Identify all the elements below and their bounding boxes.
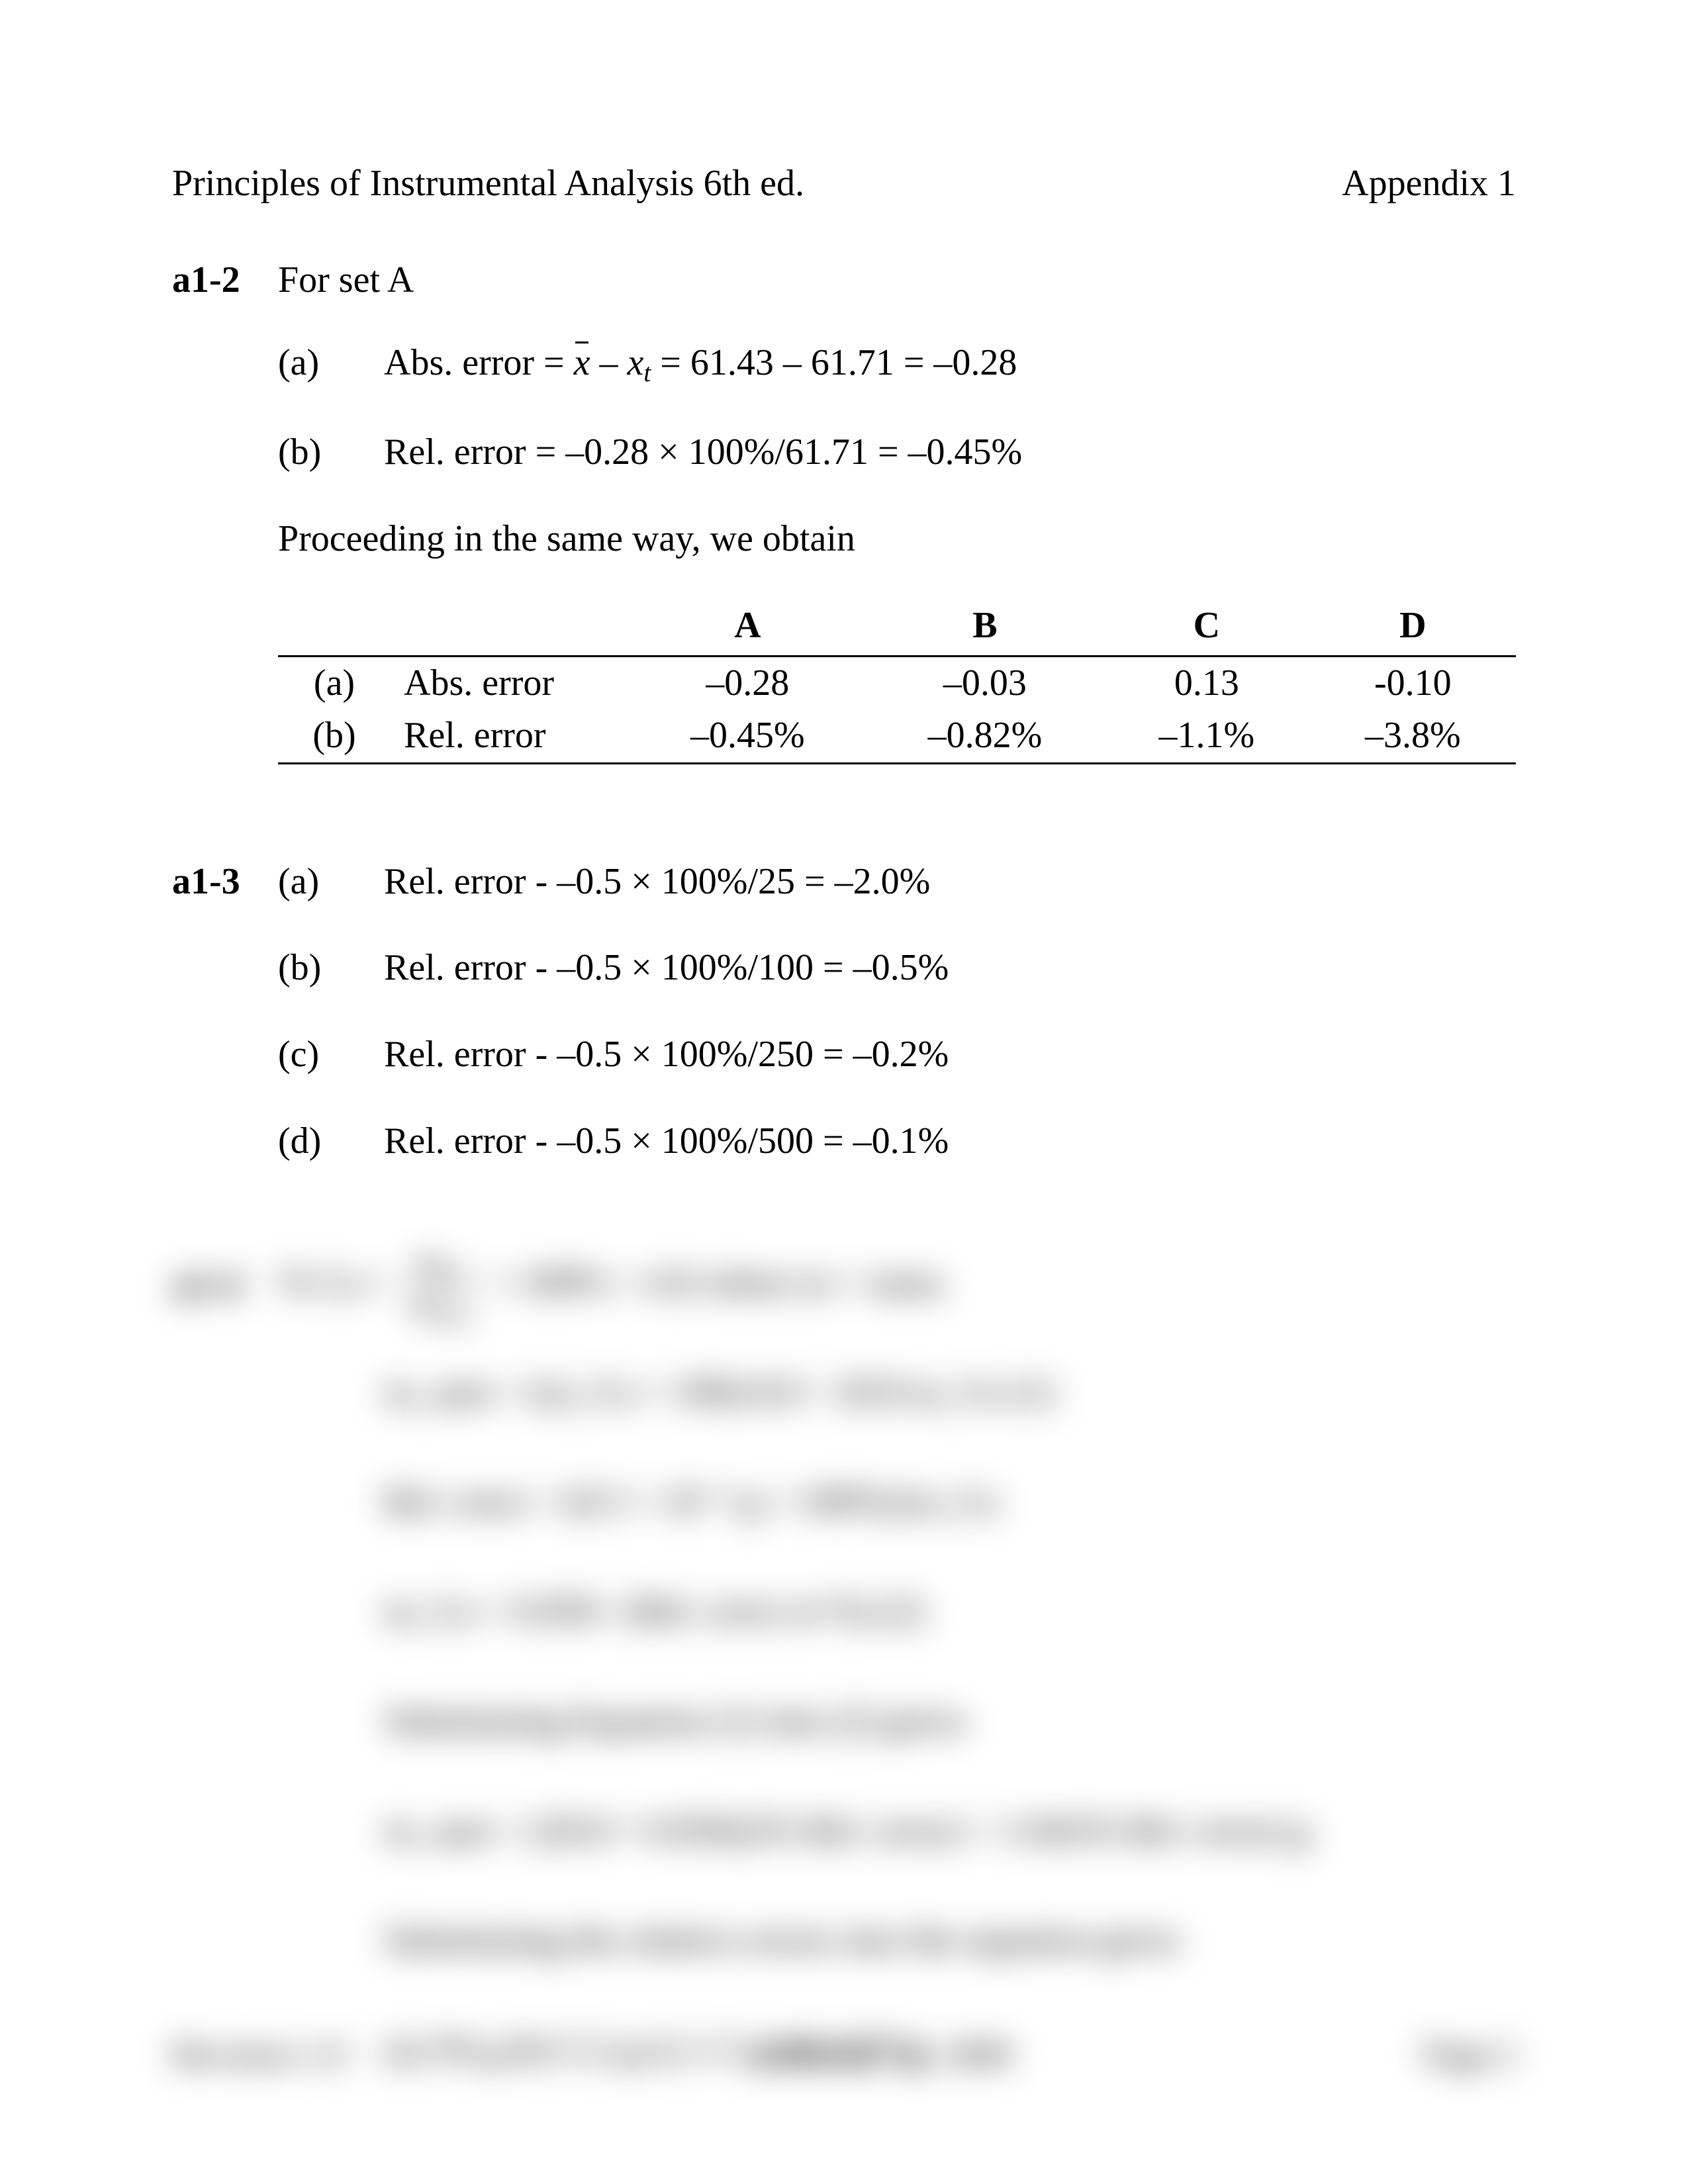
table-cell: -0.10 [1310, 656, 1516, 709]
table-header: B [867, 597, 1104, 656]
table-header: D [1310, 597, 1516, 656]
problem-body: For set A (a) Abs. error = x – xt = 61.4… [278, 255, 1516, 831]
table-cell: (b) [278, 709, 391, 763]
table-cell: –1.1% [1103, 709, 1309, 763]
table-row: (a) Abs. error –0.28 –0.03 0.13 -0.10 [278, 656, 1516, 709]
fraction: mCu msam [405, 1244, 477, 1328]
blur-line: m_sam = (m_Cu × 100)/4.8 = 20.8 m_Cu (1) [384, 1367, 1516, 1418]
a1-3-d: (d) Rel. error - –0.5 × 100%/500 = –0.1% [278, 1116, 1516, 1167]
table-cell: –0.28 [629, 656, 867, 709]
table-cell: Rel. error [391, 709, 629, 763]
sub-body: Rel. error - –0.5 × 100%/25 = –2.0% [384, 857, 1516, 907]
x-t-symbol: xt [627, 342, 651, 383]
footer-left: Revision 1.0 [172, 2032, 346, 2078]
sub-body: Abs. error = x – xt = 61.43 – 61.71 = –0… [384, 338, 1516, 391]
footer-center: February 12, 2008 [758, 2032, 1011, 2078]
table-cell: –0.82% [867, 709, 1104, 763]
abs-error-prefix: Abs. error = [384, 342, 574, 383]
a1-4-head: % Cu = mCu msam × 100% = 4.8 where m = m… [278, 1244, 945, 1328]
minus-sign: – [599, 342, 627, 383]
proceeding-text: Proceeding in the same way, we obtain [278, 514, 1516, 565]
header-title-left: Principles of Instrumental Analysis 6th … [172, 159, 804, 209]
sub-body: Rel. error - –0.5 × 100%/250 = –0.2% [384, 1030, 1516, 1080]
table-header [278, 597, 391, 656]
abs-error-tail: = 61.43 – 61.71 = –0.28 [660, 342, 1017, 383]
sub-body: Rel. error = –0.28 × 100%/61.71 = –0.45% [384, 428, 1516, 478]
table-cell: (a) [278, 656, 391, 709]
a1-3-b: (b) Rel. error - –0.5 × 100%/100 = –0.5% [278, 943, 1516, 993]
problem-label: a1-4 [172, 1261, 278, 1311]
table-cell: –0.45% [629, 709, 867, 763]
sub-label: (b) [278, 428, 384, 478]
sub-body: Rel. error - –0.5 × 100%/500 = –0.1% [384, 1116, 1516, 1167]
sub-body: Rel. error - –0.5 × 100%/100 = –0.5% [384, 943, 1516, 993]
problem-a1-4: a1-4 % Cu = mCu msam × 100% = 4.8 where … [172, 1244, 1516, 1328]
problem-label: a1-3 [172, 857, 278, 907]
table-header-row: A B C D [278, 597, 1516, 656]
blur-line: Substituting Equation (1) into (2) gives [384, 1696, 1516, 1747]
table-header: C [1103, 597, 1309, 656]
blur-line: Rel. error = (0.5 × 10⁻³ g × 100%)/m_Cu [384, 1477, 1516, 1527]
a1-4-head-prefix: % Cu = [278, 1262, 401, 1303]
problem-a1-3: a1-3 (a) Rel. error - –0.5 × 100%/25 = –… [172, 857, 1516, 1203]
page: Principles of Instrumental Analysis 6th … [0, 0, 1688, 2184]
a1-2-a: (a) Abs. error = x – xt = 61.43 – 61.71 … [278, 338, 1516, 391]
frac-den-sub: sam [434, 1301, 472, 1327]
a1-4-head-tail: × 100% = 4.8 where m = mass [491, 1262, 945, 1303]
page-footer: Revision 1.0 February 12, 2008 Page 2 [172, 2032, 1516, 2078]
table-cell: Abs. error [391, 656, 629, 709]
footer-right: Page 2 [1423, 2032, 1516, 2078]
header-title-right: Appendix 1 [1342, 159, 1516, 209]
table-cell: 0.13 [1103, 656, 1309, 709]
blur-line: m_sam = (20.8 × 0.050)/(% Rel. error) = … [384, 1806, 1516, 1856]
x-bar-symbol: x [574, 338, 590, 388]
problem-label: a1-2 [172, 255, 278, 306]
table-header: A [629, 597, 867, 656]
a1-3-a: (a) Rel. error - –0.5 × 100%/25 = –2.0% [278, 857, 1516, 907]
a1-3-c: (c) Rel. error - –0.5 × 100%/250 = –0.2% [278, 1030, 1516, 1080]
sub-label: (c) [278, 1030, 384, 1080]
table-row: (b) Rel. error –0.45% –0.82% –1.1% –3.8% [278, 709, 1516, 763]
a1-2-intro: For set A [278, 255, 1516, 306]
error-table: A B C D (a) Abs. error –0.28 –0.03 0.13 … [278, 597, 1516, 764]
table-cell: –3.8% [1310, 709, 1516, 763]
sub-label: (d) [278, 1116, 384, 1167]
frac-num-sub: Cu [440, 1259, 467, 1285]
problem-a1-2: a1-2 For set A (a) Abs. error = x – xt =… [172, 255, 1516, 831]
sub-label: (a) [278, 857, 384, 907]
table-cell: –0.03 [867, 656, 1104, 709]
blur-line: m_Cu = 0.050 / (Rel. error in %) (2) [384, 1586, 1516, 1637]
frac-den: m [410, 1287, 434, 1324]
blurred-content: a1-4 % Cu = mCu msam × 100% = 4.8 where … [0, 1244, 1688, 2184]
sub-label: (b) [278, 943, 384, 993]
frac-num: m [415, 1244, 439, 1281]
table-header [391, 597, 629, 656]
problem-body: (a) Rel. error - –0.5 × 100%/25 = –2.0% … [278, 857, 1516, 1203]
a1-2-b: (b) Rel. error = –0.28 × 100%/61.71 = –0… [278, 428, 1516, 478]
page-header: Principles of Instrumental Analysis 6th … [172, 159, 1516, 209]
blur-line: Substituting the relative errors into th… [384, 1915, 1516, 1966]
sub-label: (a) [278, 338, 384, 388]
